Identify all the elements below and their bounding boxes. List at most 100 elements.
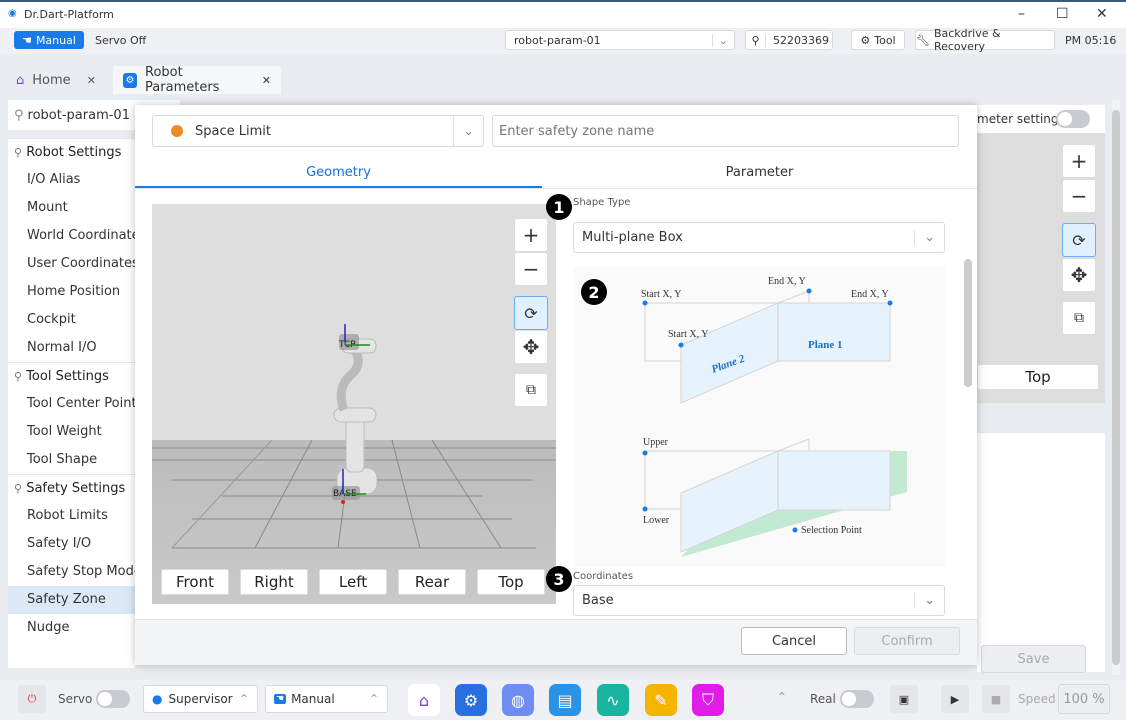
sidebar-item[interactable]: User Coordinates <box>27 256 135 271</box>
dialog-footer <box>135 619 977 665</box>
zoom-out-button[interactable]: − <box>1062 179 1096 213</box>
power-button[interactable]: ⏻ <box>18 685 46 713</box>
tab-label: Home <box>32 72 71 88</box>
settings-icon: ⚲ <box>14 482 23 495</box>
tab-geometry[interactable]: Geometry <box>135 157 542 188</box>
rotate-icon[interactable]: ⟳ <box>514 296 548 330</box>
robot-icon: ⚲ <box>14 107 24 123</box>
play-icon[interactable]: ▶ <box>941 685 969 713</box>
sidebar-item[interactable]: Safety Stop Modes <box>27 564 135 579</box>
3d-view-icon[interactable]: ▣ <box>890 685 918 713</box>
save-button[interactable]: Save <box>981 645 1086 673</box>
shape-type-value: Multi-plane Box <box>582 230 683 245</box>
sidebar-item[interactable]: Mount <box>27 200 68 215</box>
sidebar-item[interactable]: World Coordinates <box>27 228 135 243</box>
app-monitor-icon[interactable]: ∿ <box>597 684 629 716</box>
mode-select[interactable]: ☚ Manual ⌃ <box>265 685 388 713</box>
view-top-button-bg[interactable]: Top <box>977 364 1099 390</box>
speed-value[interactable]: 100 % <box>1058 684 1110 714</box>
cancel-button[interactable]: Cancel <box>741 627 847 655</box>
tab-home[interactable]: ⌂ Home ✕ <box>6 66 106 94</box>
sidebar-item[interactable]: Cockpit <box>27 312 76 327</box>
servo-toggle[interactable] <box>96 690 130 708</box>
sidebar-section-header[interactable]: ⚲ Tool Settings <box>8 362 135 390</box>
view-rear-button[interactable]: Rear <box>398 569 466 595</box>
app-robot-icon[interactable]: ⚙ <box>455 684 487 716</box>
stop-icon[interactable]: ■ <box>982 685 1010 713</box>
role-select[interactable]: ● Supervisor ⌃ <box>143 685 258 713</box>
app-store-icon[interactable]: ⛉ <box>692 684 724 716</box>
backdrive-recovery-button[interactable]: 🔧︎ Backdrive & Recovery <box>915 27 1055 53</box>
servo-status: Servo Off <box>95 34 147 47</box>
chevron-up-icon: ⌃ <box>238 692 249 706</box>
zone-type-select[interactable]: Space Limit ⌄ <box>152 115 484 147</box>
tcp-marker <box>339 334 359 350</box>
minimize-button[interactable]: – <box>1018 6 1025 22</box>
sidebar-item[interactable]: Nudge <box>27 620 70 635</box>
manual-mode-button[interactable]: ☚ Manual <box>14 31 84 49</box>
close-tab-icon[interactable]: ✕ <box>261 73 271 87</box>
zoom-out-button[interactable]: − <box>514 252 548 286</box>
fit-icon[interactable]: ⧉ <box>1062 301 1096 335</box>
shape-type-label: Shape Type <box>573 197 631 208</box>
coordinates-value: Base <box>582 593 614 608</box>
pan-icon[interactable]: ✥ <box>514 330 548 364</box>
hint-text: meter settings. <box>977 112 1069 126</box>
coordinates-select[interactable]: Base ⌄ <box>573 585 945 616</box>
app-log-icon[interactable]: ✎ <box>645 684 677 716</box>
sidebar-item[interactable]: I/O Alias <box>27 172 81 187</box>
page-scrollbar[interactable] <box>1112 100 1120 675</box>
coordinates-label: Coordinates <box>573 571 634 582</box>
view-left-button[interactable]: Left <box>319 569 387 595</box>
sidebar-section-header[interactable]: ⚲ Robot Settings <box>8 138 135 166</box>
view-front-button[interactable]: Front <box>161 569 229 595</box>
chevron-up-icon: ⌃ <box>368 692 379 706</box>
3d-viewport[interactable]: TCP BASE + − ⟳ ✥ ⧉ Front Right Left Rear… <box>152 204 556 604</box>
expand-icon[interactable]: ⌃ <box>777 690 788 704</box>
view-top-button[interactable]: Top <box>477 569 545 595</box>
sidebar-item[interactable]: Tool Center Point <box>27 396 135 411</box>
sidebar-item[interactable]: Safety Zone <box>8 586 135 614</box>
settings-icon: ⚲ <box>14 370 23 383</box>
shape-type-select[interactable]: Multi-plane Box ⌄ <box>573 222 945 253</box>
section-title: Robot Settings <box>26 145 122 160</box>
sidebar-section-header[interactable]: ⚲ Safety Settings <box>8 474 135 502</box>
confirm-button[interactable]: Confirm <box>854 627 960 655</box>
fit-view-icon[interactable]: ⧉ <box>514 373 548 407</box>
app-title: Dr.Dart-Platform <box>24 8 114 21</box>
zoom-in-button[interactable]: + <box>1062 144 1096 178</box>
shape-diagram: Start X, Y Start X, Y End X, Y End X, Y … <box>573 267 945 567</box>
app-remote-icon[interactable]: ◍ <box>502 684 534 716</box>
zone-name-input[interactable] <box>492 115 959 147</box>
app-home-icon[interactable]: ⌂ <box>408 684 440 716</box>
real-toggle[interactable] <box>840 690 874 708</box>
sidebar-item[interactable]: Home Position <box>27 284 121 299</box>
zoom-in-button[interactable]: + <box>514 218 548 252</box>
tab-parameter[interactable]: Parameter <box>725 165 794 180</box>
sidebar-item[interactable]: Robot Limits <box>27 508 108 523</box>
robot-select[interactable]: robot-param-01 ⌄ <box>505 30 735 50</box>
view-buttons: Front Right Left Rear Top <box>161 569 545 595</box>
real-label: Real <box>810 692 836 706</box>
tool-button[interactable]: ⚙ Tool <box>851 30 905 50</box>
sidebar-item[interactable]: Tool Shape <box>27 452 98 467</box>
plane-1-label: Plane 1 <box>808 339 843 351</box>
wrench-icon: 🔧︎ <box>916 33 930 47</box>
chevron-down-icon: ⌄ <box>711 33 734 47</box>
pan-icon[interactable]: ✥ <box>1062 258 1096 292</box>
clock: PM 05:16 <box>1065 34 1117 47</box>
sidebar-item[interactable]: Normal I/O <box>27 340 97 355</box>
sidebar-item[interactable]: Safety I/O <box>27 536 92 551</box>
close-tab-icon[interactable]: ✕ <box>86 73 96 87</box>
tab-label: Robot Parameters <box>145 65 220 95</box>
dialog-scrollbar[interactable] <box>964 193 972 615</box>
close-window-button[interactable]: ✕ <box>1096 6 1108 22</box>
lower-label: Lower <box>643 515 670 526</box>
rotate-icon[interactable]: ⟳ <box>1062 223 1096 257</box>
maximize-button[interactable]: ☐ <box>1056 6 1069 22</box>
tab-robot-parameters[interactable]: ⚙ Robot Parameters ✕ <box>113 65 281 95</box>
app-program-icon[interactable]: ▤ <box>549 684 581 716</box>
view-right-button[interactable]: Right <box>240 569 308 595</box>
sidebar-item[interactable]: Tool Weight <box>27 424 102 439</box>
lock-toggle[interactable] <box>1056 110 1090 128</box>
